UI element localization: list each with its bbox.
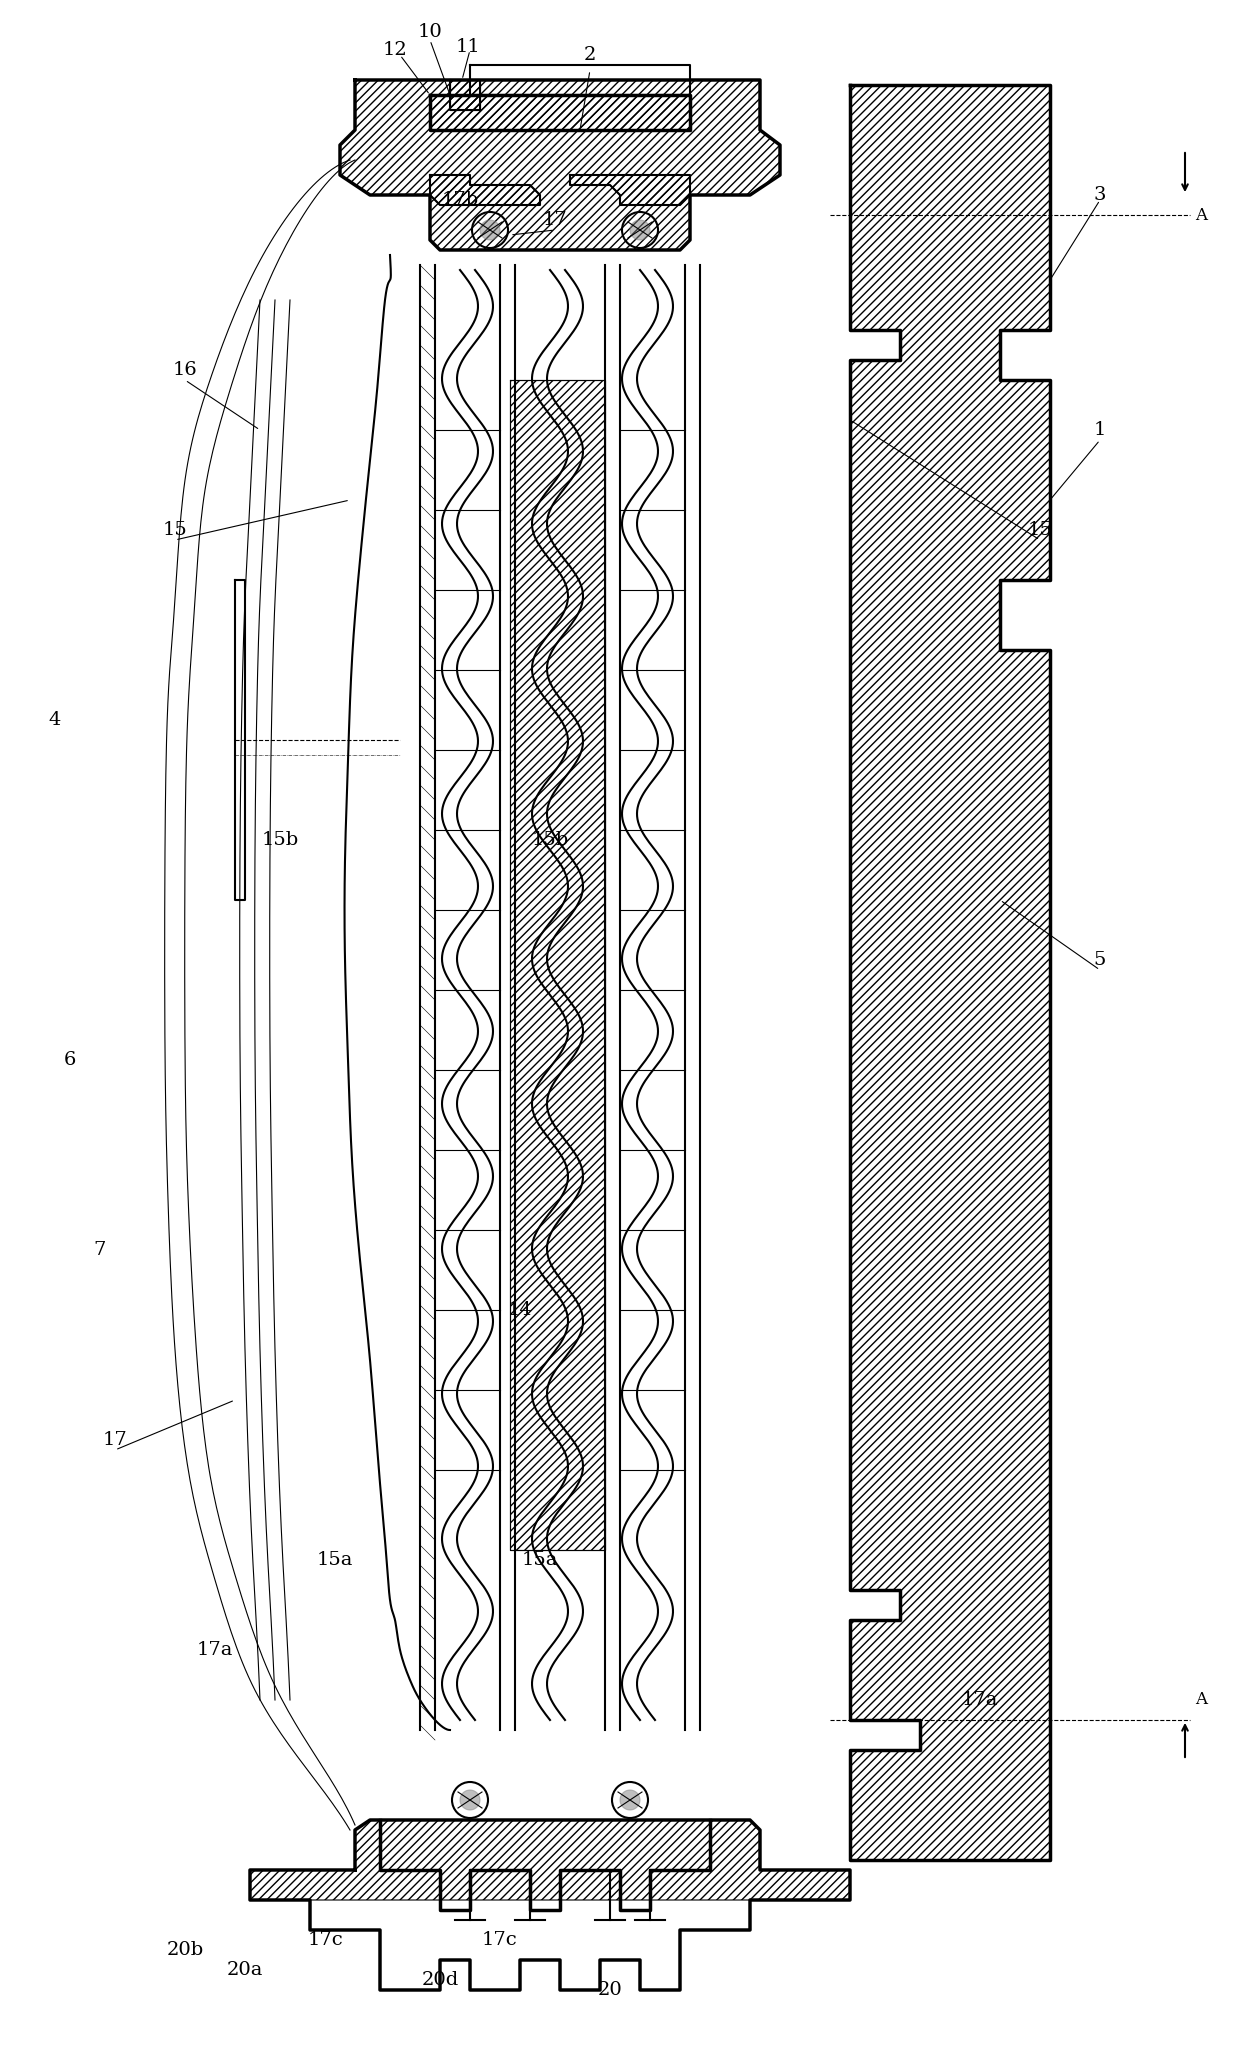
Text: 15a: 15a [522, 1551, 558, 1570]
Text: 15b: 15b [262, 831, 299, 850]
Text: 20b: 20b [166, 1941, 203, 1960]
Text: 17a: 17a [962, 1691, 998, 1709]
Text: A: A [1195, 1691, 1207, 1709]
Circle shape [630, 220, 650, 240]
Text: 7: 7 [94, 1241, 107, 1260]
Text: 20: 20 [598, 1980, 622, 1999]
Text: 17: 17 [543, 211, 568, 230]
Text: 17a: 17a [197, 1642, 233, 1658]
Text: 3: 3 [1094, 187, 1106, 203]
Circle shape [460, 1789, 480, 1810]
Circle shape [620, 1789, 640, 1810]
Text: 14: 14 [507, 1301, 532, 1319]
Text: A: A [1195, 207, 1207, 224]
Circle shape [480, 220, 500, 240]
Text: 15b: 15b [532, 831, 569, 850]
Text: 6: 6 [63, 1051, 76, 1069]
Text: 12: 12 [383, 41, 408, 60]
Text: 10: 10 [418, 23, 443, 41]
Text: 16: 16 [172, 361, 197, 380]
Text: 15: 15 [162, 521, 187, 540]
Text: 15: 15 [1028, 521, 1053, 540]
Text: 15a: 15a [316, 1551, 353, 1570]
Text: 11: 11 [455, 39, 480, 55]
Text: 2: 2 [584, 45, 596, 64]
Text: 1: 1 [1094, 421, 1106, 439]
Text: 17b: 17b [441, 191, 479, 209]
Text: 17c: 17c [482, 1931, 518, 1949]
Text: 20d: 20d [422, 1972, 459, 1988]
Text: 20a: 20a [227, 1962, 263, 1978]
Text: 5: 5 [1094, 950, 1106, 969]
Text: 17: 17 [103, 1430, 128, 1449]
Text: 17c: 17c [308, 1931, 343, 1949]
Text: 4: 4 [48, 710, 61, 728]
